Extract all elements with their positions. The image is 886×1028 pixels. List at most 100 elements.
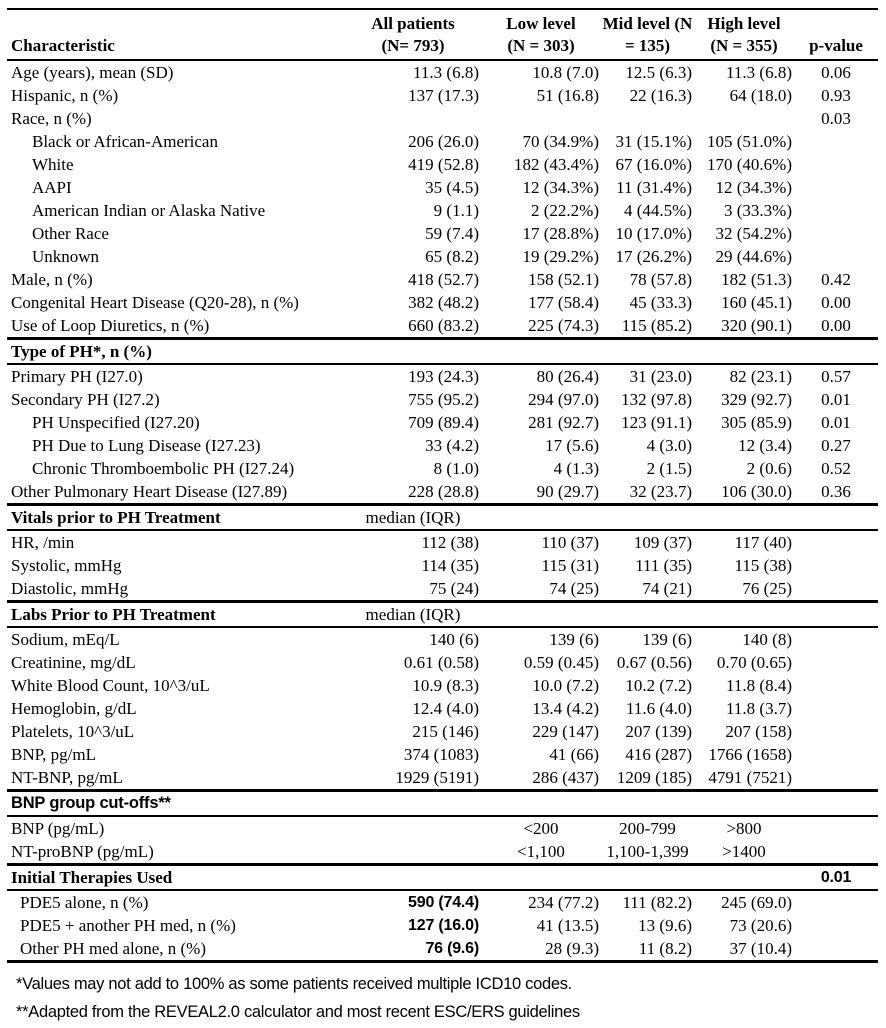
column-header-characteristic: Characteristic <box>7 9 345 60</box>
cell-pvalue: 0.01 <box>821 413 851 432</box>
cell-pvalue <box>794 697 878 720</box>
cell-high-level: 32 (54.2%) <box>715 224 792 243</box>
row-label: Primary PH (I27.0) <box>11 367 143 386</box>
table-row: Use of Loop Diuretics, n (%) 660 (83.2) 22… <box>7 314 878 339</box>
row-label: PH Due to Lung Disease (I27.23) <box>32 436 261 455</box>
table-row: Secondary PH (I27.2) 755 (95.2) 294 (97.0)… <box>7 388 878 411</box>
cell-pvalue: 0.06 <box>821 63 851 82</box>
cell-all-patients: 114 (35) <box>421 556 479 575</box>
cell-mid-level: 12.5 (6.3) <box>625 63 692 82</box>
cell-all-patients <box>345 339 481 365</box>
cell-pvalue <box>794 627 878 651</box>
row-label: White <box>32 155 74 174</box>
table-row: Chronic Thromboembolic PH (I27.24) 8 (1.0… <box>7 457 878 480</box>
column-header-characteristic-label: Characteristic <box>11 36 115 55</box>
table-row: HR, /min 112 (38) 110 (37) 109 (37) 117 (40) <box>7 530 878 554</box>
cell-low-level: 10.0 (7.2) <box>532 676 599 695</box>
row-label: BNP, pg/mL <box>11 745 97 764</box>
cell-all-patients <box>345 107 481 130</box>
cell-pvalue <box>794 577 878 602</box>
cell-high-level: 2 (0.6) <box>746 459 792 478</box>
cell-pvalue <box>794 720 878 743</box>
cell-low-level <box>481 505 601 531</box>
cell-low-level: 41 (66) <box>549 745 599 764</box>
cell-low-level: 158 (52.1) <box>528 270 599 289</box>
row-label: NT-proBNP (pg/mL) <box>11 842 154 861</box>
cell-low-level: 70 (34.9%) <box>522 132 599 151</box>
cell-high-level: 11.8 (3.7) <box>726 699 792 718</box>
cell-pvalue: 0.01 <box>821 390 851 409</box>
row-label: Other Race <box>32 224 109 243</box>
cell-low-level <box>481 602 601 628</box>
cell-mid-level: 2 (1.5) <box>646 459 692 478</box>
cell-all-patients: 76 (9.6) <box>425 940 479 957</box>
row-label: Chronic Thromboembolic PH (I27.24) <box>32 459 295 478</box>
row-label: Diastolic, mmHg <box>11 579 129 598</box>
cell-mid-level: 1,100-1,399 <box>606 842 689 861</box>
cell-high-level: 11.8 (8.4) <box>726 676 792 695</box>
cell-pvalue <box>794 791 878 817</box>
cell-high-level <box>694 865 794 891</box>
table-body: Age (years), mean (SD) 11.3 (6.8) 10.8 (7.… <box>7 60 878 962</box>
cell-high-level: >1400 <box>722 842 766 861</box>
cell-all-patients: 206 (26.0) <box>408 132 479 151</box>
section-row: BNP group cut-offs** <box>7 790 878 817</box>
cell-low-level: 51 (16.8) <box>536 86 599 105</box>
cell-high-level: 140 (8) <box>742 630 792 649</box>
cell-low-level: 90 (29.7) <box>536 482 599 501</box>
cell-high-level: 73 (20.6) <box>729 916 792 935</box>
table-row: Creatinine, mg/dL 0.61 (0.58) 0.59 (0.45) 0… <box>7 651 878 674</box>
cell-low-level <box>481 107 601 130</box>
cell-high-level <box>694 602 794 628</box>
row-label: Other Pulmonary Heart Disease (I27.89) <box>11 482 288 501</box>
table-row: Platelets, 10^3/uL 215 (146) 229 (147) 207 … <box>7 720 878 743</box>
row-label: Male, n (%) <box>11 270 93 289</box>
cell-low-level: 19 (29.2%) <box>522 247 599 266</box>
cell-pvalue <box>794 505 878 531</box>
cell-all-patients: 112 (38) <box>421 533 479 552</box>
cell-pvalue <box>794 199 878 222</box>
cell-low-level: 10.8 (7.0) <box>532 63 599 82</box>
cell-mid-level <box>601 339 694 365</box>
row-label: Platelets, 10^3/uL <box>11 722 135 741</box>
cell-mid-level: 22 (16.3) <box>629 86 692 105</box>
cell-mid-level <box>601 602 694 628</box>
row-label: BNP (pg/mL) <box>11 819 105 838</box>
table-row: Primary PH (I27.0) 193 (24.3) 80 (26.4) 31 … <box>7 364 878 388</box>
cell-high-level: 106 (30.0) <box>721 482 792 501</box>
cell-mid-level: 0.67 (0.56) <box>616 653 692 672</box>
row-label: White Blood Count, 10^3/uL <box>11 676 210 695</box>
cell-all-patients: 590 (74.4) <box>408 894 479 911</box>
cell-all-patients: 75 (24) <box>429 579 479 598</box>
cell-all-patients: 33 (4.2) <box>425 436 479 455</box>
cell-pvalue <box>794 602 878 628</box>
cell-low-level: 234 (77.2) <box>528 893 599 912</box>
cell-high-level: 76 (25) <box>742 579 792 598</box>
row-label: American Indian or Alaska Native <box>32 201 266 220</box>
table-row: American Indian or Alaska Native 9 (1.1) 2… <box>7 199 878 222</box>
table-row: AAPI 35 (4.5) 12 (34.3%) 11 (31.4%) 12 (34.3… <box>7 176 878 199</box>
cell-high-level: 82 (23.1) <box>729 367 792 386</box>
table-row: Race, n (%) 0.03 <box>7 107 878 130</box>
table-row: Congenital Heart Disease (Q20-28), n (%)… <box>7 291 878 314</box>
table-row: NT-proBNP (pg/mL) <1,100 1,100-1,399 >1400 <box>7 840 878 865</box>
table-row: Other PH med alone, n (%) 76 (9.6) 28 (9.3… <box>7 937 878 962</box>
cell-low-level: 41 (13.5) <box>536 916 599 935</box>
cell-low-level <box>481 865 601 891</box>
column-header-high-level: High level (N = 355) <box>707 14 781 55</box>
row-label: Race, n (%) <box>11 109 92 128</box>
cell-all-patients: 660 (83.2) <box>408 316 479 335</box>
row-label: Other PH med alone, n (%) <box>20 939 207 958</box>
cell-high-level: 0.70 (0.65) <box>716 653 792 672</box>
cell-low-level: 80 (26.4) <box>536 367 599 386</box>
cell-high-level: >800 <box>726 819 762 838</box>
cell-mid-level <box>601 107 694 130</box>
cell-pvalue <box>794 651 878 674</box>
table-row: Hispanic, n (%) 137 (17.3) 51 (16.8) 22 (16… <box>7 84 878 107</box>
cell-mid-level: 139 (6) <box>642 630 692 649</box>
cell-all-patients: 127 (16.0) <box>408 917 479 934</box>
cell-mid-level: 207 (139) <box>625 722 692 741</box>
cell-mid-level: 416 (287) <box>625 745 692 764</box>
cell-pvalue <box>794 153 878 176</box>
cell-mid-level: 123 (91.1) <box>621 413 692 432</box>
